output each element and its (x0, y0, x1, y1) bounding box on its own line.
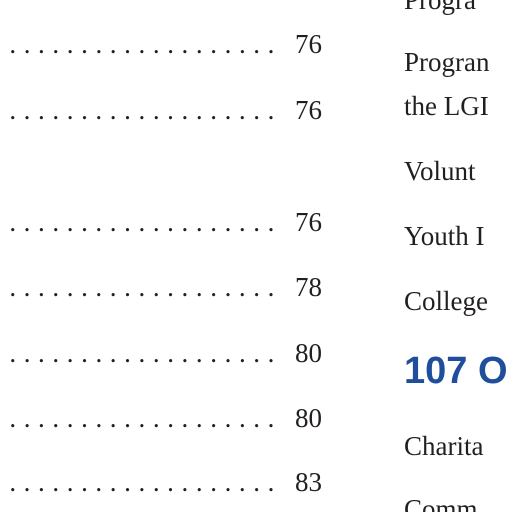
toc-entry-label[interactable]: College (404, 286, 488, 316)
toc-entry[interactable]: ........................................… (0, 270, 322, 304)
dot-leader: ........................... (0, 29, 282, 59)
toc-entry-label[interactable]: the LGI (404, 91, 489, 121)
dot-leader: ......................... (0, 338, 282, 368)
toc-page-number: 76 (295, 95, 322, 125)
toc-entry-label[interactable]: Charita (404, 431, 484, 461)
toc-page-number: 78 (295, 272, 322, 302)
toc-entry-label[interactable]: Youth I (404, 221, 485, 251)
toc-entry-label[interactable]: Progra (404, 0, 476, 15)
toc-entry-label[interactable]: Progran (404, 47, 490, 77)
toc-entry[interactable]: ericans ......................... 80 (0, 336, 322, 370)
toc-entry[interactable]: ement ........................... 76 (0, 27, 322, 61)
dot-leader: ........................................… (0, 272, 282, 302)
dot-leader: ........................................… (0, 95, 282, 125)
dot-leader: ........................................… (0, 467, 282, 497)
toc-entry[interactable]: ........................................… (0, 93, 322, 127)
toc-page-number: 76 (295, 29, 322, 59)
toc-entry[interactable]: dults ........................... 80 (0, 401, 322, 435)
toc-entry[interactable]: ........................................… (0, 205, 322, 239)
toc-entry-label[interactable]: Volunt (404, 156, 476, 186)
toc-entry-label[interactable]: Comm (404, 494, 478, 512)
toc-right-column: Progra Progran the LGI Volunt Youth I Co… (404, 0, 512, 512)
toc-page-number: 76 (295, 207, 322, 237)
toc-entry[interactable]: ........................................… (0, 465, 322, 499)
toc-page-number: 80 (295, 403, 322, 433)
dot-leader: ........................................… (0, 207, 282, 237)
dot-leader: ........................... (0, 403, 282, 433)
toc-left-column: ement ........................... 76 ...… (0, 27, 322, 499)
section-heading: 107 O (404, 350, 508, 392)
toc-page-number: 80 (295, 338, 322, 368)
toc-page-number: 83 (295, 467, 322, 497)
